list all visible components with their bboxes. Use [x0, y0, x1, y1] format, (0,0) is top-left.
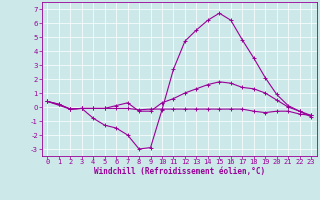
X-axis label: Windchill (Refroidissement éolien,°C): Windchill (Refroidissement éolien,°C): [94, 167, 265, 176]
